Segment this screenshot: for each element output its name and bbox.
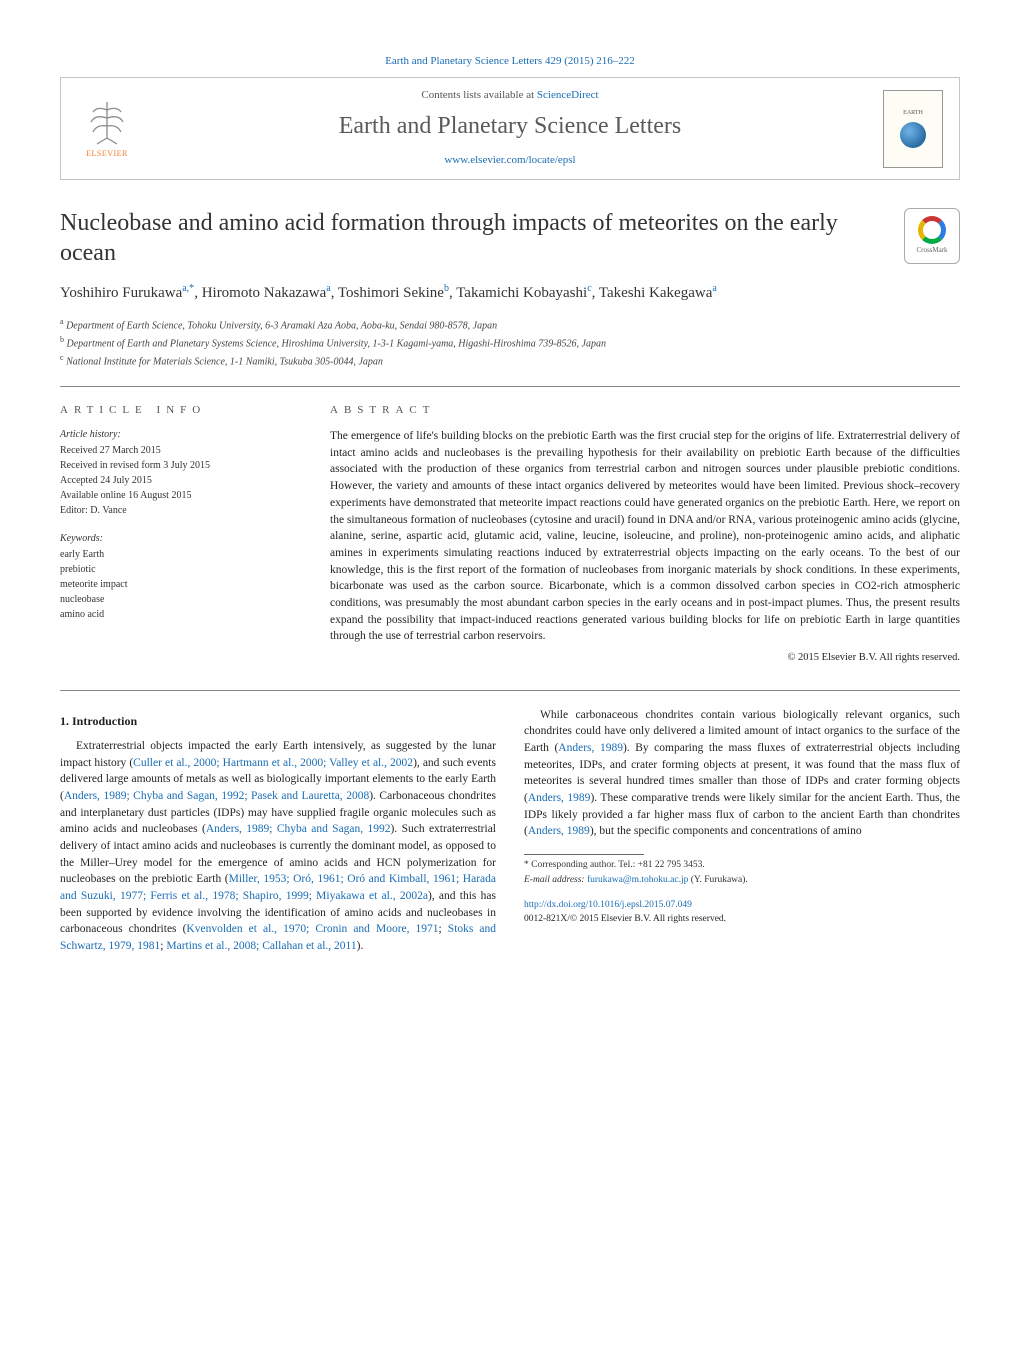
contents-line: Contents lists available at ScienceDirec…: [137, 88, 883, 103]
crossmark-badge[interactable]: CrossMark: [904, 208, 960, 264]
affiliation-a: a Department of Earth Science, Tohoku Un…: [60, 316, 960, 333]
author-4[interactable]: Takamichi Kobayashi: [456, 285, 587, 301]
citation-link[interactable]: Kvenvolden et al., 1970; Cronin and Moor…: [186, 923, 438, 935]
accepted-date: Accepted 24 July 2015: [60, 474, 300, 488]
received-date: Received 27 March 2015: [60, 444, 300, 458]
keyword: meteorite impact: [60, 578, 300, 592]
page-footer: http://dx.doi.org/10.1016/j.epsl.2015.07…: [524, 899, 960, 927]
abstract-text: The emergence of life's building blocks …: [330, 428, 960, 645]
author-1[interactable]: Yoshihiro Furukawa: [60, 285, 182, 301]
cover-label: EARTH: [903, 109, 923, 117]
divider: [60, 690, 960, 691]
online-date: Available online 16 August 2015: [60, 489, 300, 503]
doi-link[interactable]: http://dx.doi.org/10.1016/j.epsl.2015.07…: [524, 900, 692, 910]
citation-link[interactable]: Anders, 1989: [528, 792, 591, 804]
elsevier-logo[interactable]: ELSEVIER: [77, 94, 137, 164]
keyword: early Earth: [60, 548, 300, 562]
divider: [60, 386, 960, 387]
author-5[interactable]: Takeshi Kakegawa: [599, 285, 712, 301]
footnote-divider: [524, 854, 644, 855]
abstract-heading: abstract: [330, 403, 960, 418]
keyword: prebiotic: [60, 563, 300, 577]
crossmark-label: CrossMark: [916, 246, 947, 256]
body-paragraph: Extraterrestrial objects impacted the ea…: [60, 738, 496, 955]
corr-author-line: * Corresponding author. Tel.: +81 22 795…: [524, 859, 960, 873]
article-title: Nucleobase and amino acid formation thro…: [60, 208, 888, 268]
journal-header: ELSEVIER Contents lists available at Sci…: [60, 77, 960, 179]
section-heading-introduction: 1. Introduction: [60, 713, 496, 730]
issn-copyright: 0012-821X/© 2015 Elsevier B.V. All right…: [524, 913, 960, 927]
earth-icon: [900, 122, 926, 148]
article-info-heading: article info: [60, 403, 300, 418]
author-3[interactable]: Toshimori Sekine: [338, 285, 444, 301]
authors-line: Yoshihiro Furukawaa,*, Hiromoto Nakazawa…: [60, 282, 960, 304]
affiliation-b: b Department of Earth and Planetary Syst…: [60, 334, 960, 351]
citation-link[interactable]: Anders, 1989: [558, 742, 623, 754]
citation-link[interactable]: Anders, 1989; Chyba and Sagan, 1992: [206, 823, 391, 835]
body-paragraph: While carbonaceous chondrites contain va…: [524, 707, 960, 840]
article-history: Article history: Received 27 March 2015 …: [60, 428, 300, 518]
journal-name: Earth and Planetary Science Letters: [137, 110, 883, 144]
keyword: nucleobase: [60, 593, 300, 607]
running-head-issue: 429 (2015) 216–222: [545, 55, 635, 67]
sciencedirect-link[interactable]: ScienceDirect: [537, 89, 599, 101]
citation-link[interactable]: Anders, 1989: [528, 825, 590, 837]
citation-link[interactable]: Martins et al., 2008; Callahan et al., 2…: [166, 940, 356, 952]
author-2[interactable]: Hiromoto Nakazawa: [202, 285, 327, 301]
author-email-link[interactable]: furukawa@m.tohoku.ac.jp: [587, 875, 688, 885]
citation-link[interactable]: Culler et al., 2000; Hartmann et al., 20…: [133, 757, 413, 769]
journal-cover-thumb[interactable]: EARTH: [883, 90, 943, 168]
crossmark-icon: [918, 216, 946, 244]
elsevier-label: ELSEVIER: [86, 148, 128, 159]
abstract-copyright: © 2015 Elsevier B.V. All rights reserved…: [330, 651, 960, 666]
affiliation-c: c National Institute for Materials Scien…: [60, 352, 960, 369]
keyword: amino acid: [60, 608, 300, 622]
editor-line: Editor: D. Vance: [60, 504, 300, 518]
revised-date: Received in revised form 3 July 2015: [60, 459, 300, 473]
journal-url-link[interactable]: www.elsevier.com/locate/epsl: [444, 154, 575, 166]
running-head-journal[interactable]: Earth and Planetary Science Letters: [385, 55, 542, 67]
corresponding-author-footnote: * Corresponding author. Tel.: +81 22 795…: [524, 859, 960, 888]
affiliations: a Department of Earth Science, Tohoku Un…: [60, 316, 960, 370]
running-head: Earth and Planetary Science Letters 429 …: [60, 54, 960, 69]
elsevier-tree-icon: [83, 98, 131, 146]
body-columns: 1. Introduction Extraterrestrial objects…: [60, 707, 960, 955]
keywords-block: Keywords: early Earth prebiotic meteorit…: [60, 532, 300, 622]
citation-link[interactable]: Anders, 1989; Chyba and Sagan, 1992; Pas…: [64, 790, 369, 802]
